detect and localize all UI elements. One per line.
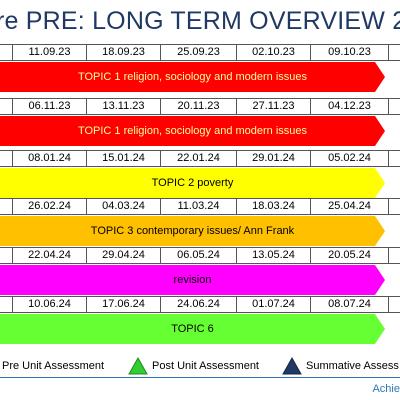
week-date: 22.04.24: [12, 248, 86, 263]
topic-bar: TOPIC 6: [0, 314, 385, 344]
topic-bar: TOPIC 3 contemporary issues/ Ann Frank: [0, 216, 385, 246]
topic-label: TOPIC 1 religion, sociology and modern i…: [77, 71, 308, 83]
legend-pre-label: Pre Unit Assessment: [2, 360, 105, 372]
week-date: 20.05.24: [310, 248, 388, 263]
page-title: re PRE: LONG TERM OVERVIEW 2: [0, 7, 400, 35]
date-cell-edge: [388, 45, 400, 60]
week-date: 09.10.23: [310, 45, 388, 60]
topic-label: TOPIC 1 religion, sociology and modern i…: [77, 125, 308, 137]
date-row: 11.09.23 18.09.23 25.09.23 02.10.23 09.10.23: [0, 44, 400, 61]
week-date: 11.03.24: [160, 199, 236, 214]
date-cell-edge: [388, 151, 400, 166]
week-date: 25.04.24: [310, 199, 388, 214]
week-date: 25.09.23: [160, 45, 236, 60]
week-date: 20.11.23: [160, 99, 236, 114]
legend-summative-label: Summative Assess: [306, 360, 399, 372]
week-date: 06.05.24: [160, 248, 236, 263]
week-date: 17.06.24: [86, 297, 160, 312]
week-date: 02.10.23: [236, 45, 310, 60]
week-date: 06.11.23: [12, 99, 86, 114]
date-cell-edge: [388, 248, 400, 263]
topic-bar: TOPIC 1 religion, sociology and modern i…: [0, 116, 385, 146]
date-row: 10.06.24 17.06.24 24.06.24 01.07.24 08.07.24: [0, 296, 400, 313]
topic-label: revision: [173, 274, 212, 286]
topic-label: TOPIC 2 poverty: [151, 177, 234, 189]
week-date: 13.05.24: [236, 248, 310, 263]
week-date: 29.04.24: [86, 248, 160, 263]
date-row: 08.01.24 15.01.24 22.01.24 29.01.24 05.02.24: [0, 150, 400, 167]
week-date: 10.06.24: [12, 297, 86, 312]
week-date: 15.01.24: [86, 151, 160, 166]
week-date: 08.01.24: [12, 151, 86, 166]
date-row: 06.11.23 13.11.23 20.11.23 27.11.23 04.12.23: [0, 98, 400, 115]
week-date: 24.06.24: [160, 297, 236, 312]
date-row: 26.02.24 04.03.24 11.03.24 18.03.24 25.04.24: [0, 198, 400, 215]
topic-bar: TOPIC 1 religion, sociology and modern i…: [0, 62, 385, 92]
footer-text: Achie: [372, 383, 400, 395]
footer-divider: [0, 377, 400, 378]
week-date: 04.12.23: [310, 99, 388, 114]
navy-triangle-icon: [282, 357, 302, 375]
date-cell-edge: [388, 297, 400, 312]
week-date: 05.02.24: [310, 151, 388, 166]
date-cell-edge: [388, 99, 400, 114]
week-date: 18.03.24: [236, 199, 310, 214]
week-date: 13.11.23: [86, 99, 160, 114]
topic-bar: revision: [0, 265, 385, 295]
date-cell-edge: [388, 199, 400, 214]
week-date: 29.01.24: [236, 151, 310, 166]
week-date: 22.01.24: [160, 151, 236, 166]
topic-label: TOPIC 3 contemporary issues/ Ann Frank: [90, 225, 295, 237]
week-date: 27.11.23: [236, 99, 310, 114]
week-date: 08.07.24: [310, 297, 388, 312]
week-date: 18.09.23: [86, 45, 160, 60]
week-date: 01.07.24: [236, 297, 310, 312]
date-row: 22.04.24 29.04.24 06.05.24 13.05.24 20.05.24: [0, 247, 400, 264]
green-triangle-icon: [128, 357, 148, 375]
legend-post-label: Post Unit Assessment: [152, 360, 259, 372]
week-date: 04.03.24: [86, 199, 160, 214]
topic-label: TOPIC 6: [171, 323, 214, 335]
week-date: 11.09.23: [12, 45, 86, 60]
topic-bar: TOPIC 2 poverty: [0, 168, 385, 198]
week-date: 26.02.24: [12, 199, 86, 214]
